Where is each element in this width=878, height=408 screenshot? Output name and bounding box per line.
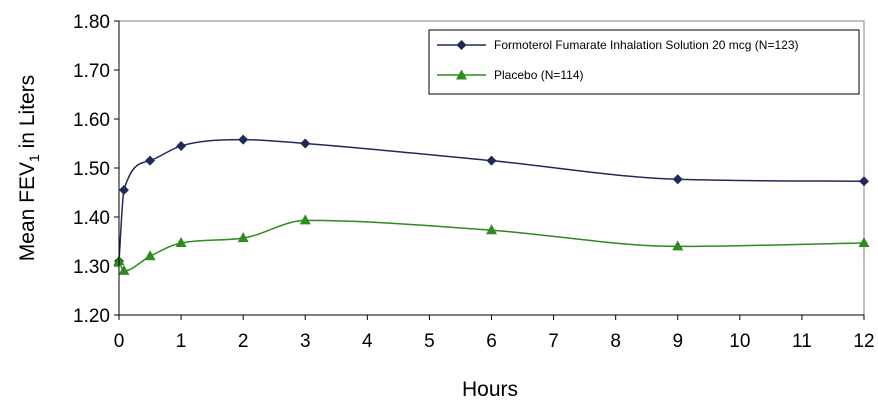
data-point bbox=[299, 214, 311, 225]
x-tick-label: 5 bbox=[424, 331, 435, 352]
legend-marker-formoterol bbox=[456, 40, 467, 50]
y-tick-label: 1.60 bbox=[73, 110, 110, 131]
data-point bbox=[175, 236, 187, 247]
y-axis-title-prefix: Mean FEV bbox=[16, 162, 39, 261]
legend-marker-placebo bbox=[456, 69, 467, 80]
legend: Formoterol Fumarate Inhalation Solution … bbox=[428, 29, 860, 95]
y-tick-label: 1.80 bbox=[73, 12, 110, 33]
axes-layer: 1.201.301.401.501.601.701.800 1 2 3 4 5 6 7 8 9 10… bbox=[73, 12, 875, 352]
x-tick-label: 8 bbox=[610, 331, 621, 352]
data-point bbox=[145, 155, 156, 166]
data-point bbox=[118, 185, 129, 196]
data-point bbox=[118, 264, 130, 275]
data-point bbox=[672, 240, 684, 251]
legend-box bbox=[428, 29, 860, 95]
x-tick-label: 0 bbox=[114, 331, 125, 352]
x-axis-title: Hours bbox=[462, 378, 518, 401]
data-point bbox=[238, 134, 249, 145]
x-tick-label: 1 bbox=[176, 331, 187, 352]
x-tick-label: 2 bbox=[238, 331, 249, 352]
data-point bbox=[237, 232, 249, 243]
x-tick-label: 6 bbox=[486, 331, 497, 352]
legend-label-formoterol: Formoterol Fumarate Inhalation Solution … bbox=[494, 38, 798, 52]
data-point bbox=[672, 174, 683, 185]
x-tick-label: 11 bbox=[792, 331, 812, 352]
data-point bbox=[176, 140, 187, 151]
series-1 bbox=[113, 214, 870, 275]
data-point bbox=[859, 176, 869, 187]
legend-label-placebo: Placebo (N=114) bbox=[494, 68, 584, 82]
y-axis-title-suffix: in Liters bbox=[16, 75, 39, 154]
data-point bbox=[486, 224, 497, 235]
y-tick-label: 1.70 bbox=[73, 61, 110, 82]
x-tick-label: 9 bbox=[672, 331, 683, 352]
data-point bbox=[486, 155, 497, 166]
y-axis-title-subscript: 1 bbox=[26, 154, 42, 162]
x-tick-label: 10 bbox=[729, 331, 750, 352]
y-tick-label: 1.30 bbox=[73, 257, 110, 278]
y-tick-label: 1.20 bbox=[73, 306, 110, 327]
data-point bbox=[858, 236, 870, 247]
x-tick-label: 4 bbox=[362, 331, 373, 352]
y-tick-label: 1.40 bbox=[73, 208, 110, 229]
y-tick-label: 1.50 bbox=[73, 159, 110, 180]
series-layer bbox=[113, 134, 870, 275]
y-axis-title: Mean FEV1 in Liters bbox=[16, 75, 42, 261]
x-tick-label: 3 bbox=[300, 331, 311, 352]
x-tick-label: 7 bbox=[548, 331, 559, 352]
x-tick-label: 12 bbox=[853, 331, 874, 352]
series-0 bbox=[114, 134, 869, 267]
data-point bbox=[300, 138, 311, 149]
data-point bbox=[144, 250, 156, 261]
